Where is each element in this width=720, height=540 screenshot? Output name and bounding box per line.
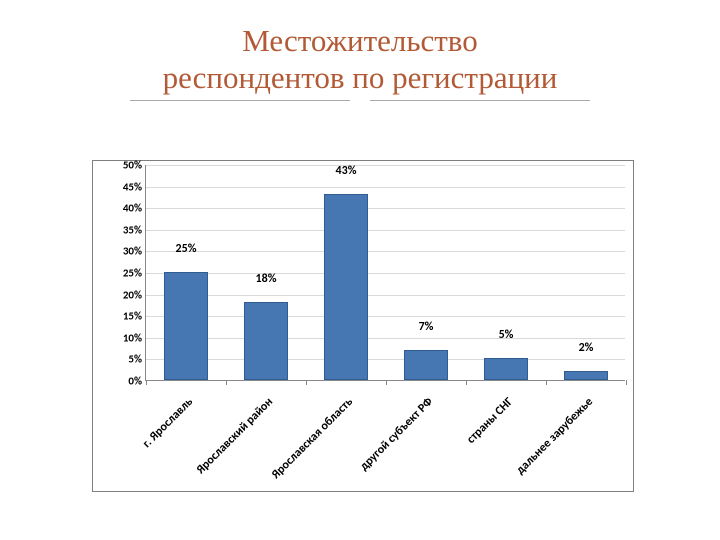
bar xyxy=(404,350,448,380)
y-tick-label: 30% xyxy=(123,245,146,258)
y-tick-label: 25% xyxy=(123,267,146,280)
grid-line xyxy=(146,230,625,231)
grid-line xyxy=(146,208,625,209)
bar xyxy=(564,371,608,380)
grid-line xyxy=(146,251,625,252)
value-label: 5% xyxy=(499,328,514,342)
y-tick-label: 20% xyxy=(123,288,146,301)
grid-line xyxy=(146,316,625,317)
y-tick-label: 5% xyxy=(128,353,146,366)
grid-line xyxy=(146,273,625,274)
y-tick-label: 15% xyxy=(123,310,146,323)
bar xyxy=(484,358,528,380)
title-divider xyxy=(0,100,720,101)
value-label: 43% xyxy=(336,164,357,178)
x-tick xyxy=(386,380,387,385)
slide: Местожительствореспондентов по регистрац… xyxy=(0,0,720,540)
bar-chart: 0% 5% 10% 15% 20% 25% 30% 35% 40% 45% 50% 25% 18% 43%… xyxy=(92,160,634,492)
slide-title: Местожительствореспондентов по регистрац… xyxy=(0,0,720,96)
divider-line-left xyxy=(130,100,350,101)
x-axis-label: страны СНГ xyxy=(365,395,516,540)
x-tick xyxy=(546,380,547,385)
value-label: 2% xyxy=(579,341,594,355)
grid-line xyxy=(146,295,625,296)
grid-line xyxy=(146,187,625,188)
bar xyxy=(324,194,368,380)
y-tick-label: 45% xyxy=(123,180,146,193)
y-tick-label: 50% xyxy=(123,159,146,172)
value-label: 18% xyxy=(256,272,277,286)
grid-line xyxy=(146,338,625,339)
y-tick-label: 40% xyxy=(123,202,146,215)
x-tick xyxy=(306,380,307,385)
grid-line xyxy=(146,165,625,166)
x-axis-label: другой субъект РФ xyxy=(285,395,436,540)
x-axis-label: Ярославская область xyxy=(205,395,356,540)
x-tick xyxy=(226,380,227,385)
y-tick-label: 0% xyxy=(128,375,146,388)
bar xyxy=(244,302,288,380)
x-tick xyxy=(146,380,147,385)
x-axis-label: дальнее зарубежье xyxy=(445,395,596,540)
value-label: 7% xyxy=(419,320,434,334)
y-tick-label: 10% xyxy=(123,331,146,344)
value-label: 25% xyxy=(176,242,197,256)
x-axis-label: Ярославский район xyxy=(125,395,276,540)
grid-line xyxy=(146,359,625,360)
y-tick-label: 35% xyxy=(123,223,146,236)
x-tick xyxy=(466,380,467,385)
divider-line-right xyxy=(370,100,590,101)
bar xyxy=(164,272,208,380)
x-tick xyxy=(626,380,627,385)
x-axis-label: г. Ярославль xyxy=(45,395,196,540)
plot-area: 0%5%10%15%20%25%30%35%40%45%50%25%18%43%… xyxy=(145,165,625,381)
